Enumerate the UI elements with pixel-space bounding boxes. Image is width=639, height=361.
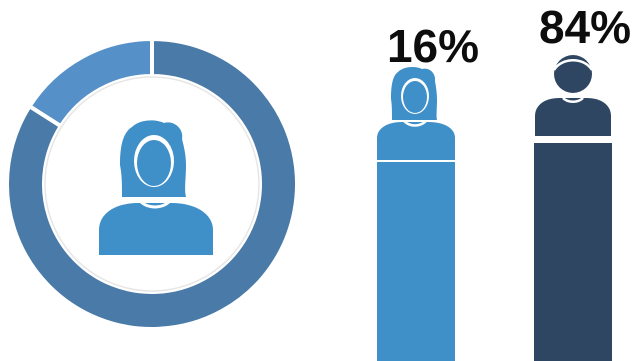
- donut-slice-male: [5, 36, 299, 331]
- bar-label-male: 84%: [539, 1, 631, 53]
- donut-slices: [5, 36, 299, 331]
- woman-icon: [99, 120, 213, 255]
- bar-chart: [377, 143, 612, 361]
- bar-label-female: 16%: [387, 20, 479, 72]
- bar-male: [534, 143, 612, 361]
- donut-chart: [5, 36, 299, 331]
- donut-inner-outline: [44, 76, 260, 292]
- man-icon: [535, 55, 611, 136]
- woman-icon: [377, 67, 455, 160]
- bar-female: [377, 162, 455, 361]
- donut-slice-female: [26, 36, 154, 129]
